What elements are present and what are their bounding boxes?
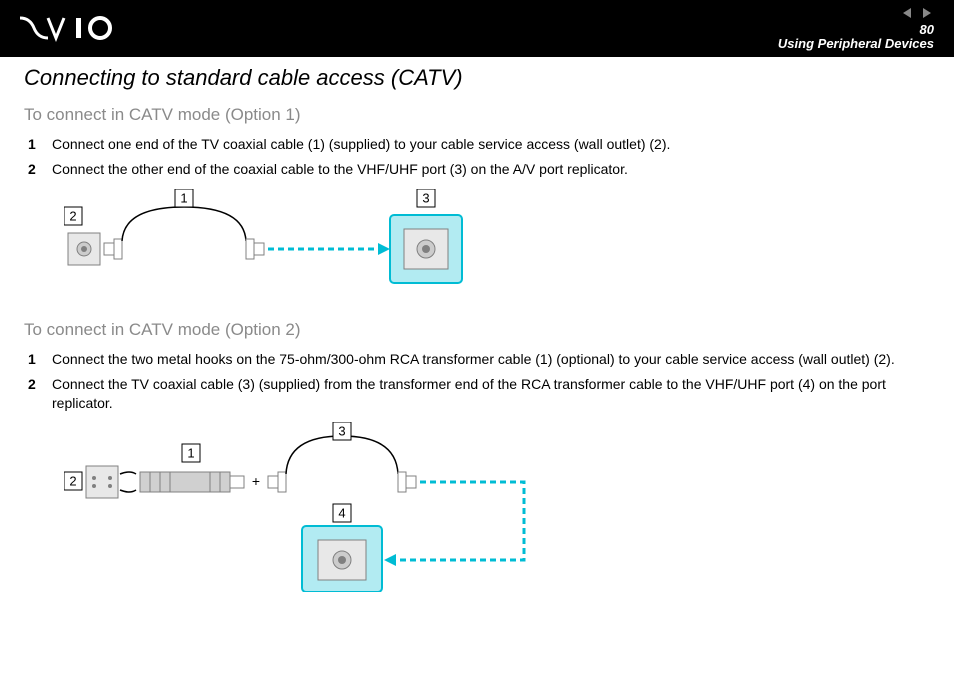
step-number: 2: [28, 375, 52, 413]
callout-1: 1: [187, 446, 194, 461]
callout-1: 1: [180, 190, 187, 205]
option1-subtitle: To connect in CATV mode (Option 1): [24, 105, 930, 125]
step-row: 1 Connect one end of the TV coaxial cabl…: [28, 135, 930, 154]
prev-page-arrow-icon[interactable]: [900, 6, 914, 25]
option1-diagram: 2 1 3: [64, 189, 930, 304]
option2-subtitle: To connect in CATV mode (Option 2): [24, 320, 930, 340]
step-row: 2 Connect the TV coaxial cable (3) (supp…: [28, 375, 930, 413]
step-text: Connect one end of the TV coaxial cable …: [52, 135, 930, 154]
step-text: Connect the other end of the coaxial cab…: [52, 160, 930, 179]
callout-2: 2: [69, 474, 76, 489]
option1-steps: 1 Connect one end of the TV coaxial cabl…: [28, 135, 930, 179]
step-row: 1 Connect the two metal hooks on the 75-…: [28, 350, 930, 369]
document-header: 80 Using Peripheral Devices: [0, 0, 954, 57]
step-number: 1: [28, 135, 52, 154]
callout-3: 3: [338, 424, 345, 439]
callout-4: 4: [338, 506, 345, 521]
step-text: Connect the TV coaxial cable (3) (suppli…: [52, 375, 930, 413]
step-text: Connect the two metal hooks on the 75-oh…: [52, 350, 930, 369]
plus-symbol: +: [252, 473, 260, 489]
page-number: 80: [920, 22, 934, 37]
callout-2: 2: [69, 208, 76, 223]
step-number: 2: [28, 160, 52, 179]
vaio-logo: [18, 14, 128, 47]
step-number: 1: [28, 350, 52, 369]
option2-steps: 1 Connect the two metal hooks on the 75-…: [28, 350, 930, 413]
step-row: 2 Connect the other end of the coaxial c…: [28, 160, 930, 179]
content-area: Connecting to standard cable access (CAT…: [0, 57, 954, 597]
option2-diagram: 2 1 + 3: [64, 422, 930, 597]
main-title: Connecting to standard cable access (CAT…: [24, 65, 930, 91]
callout-3: 3: [422, 190, 429, 205]
section-name: Using Peripheral Devices: [778, 36, 934, 51]
